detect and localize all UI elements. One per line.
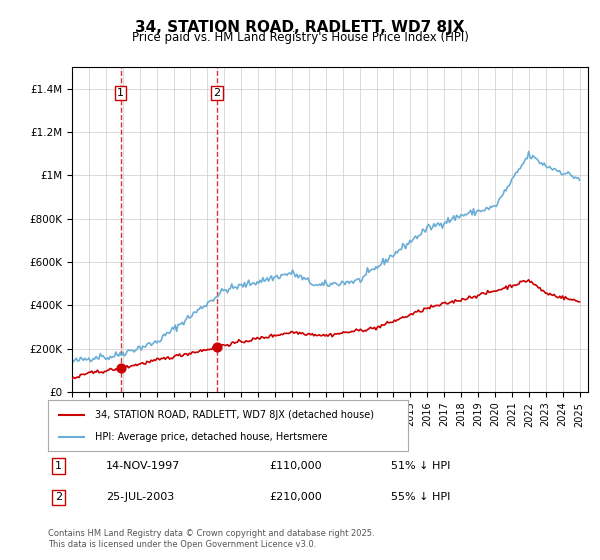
Point (116, 363, 125, 372)
Text: 2: 2 (213, 88, 220, 98)
Text: £210,000: £210,000 (270, 492, 323, 502)
Text: 25-JUL-2003: 25-JUL-2003 (106, 492, 175, 502)
Point (212, 342, 221, 351)
Text: 51% ↓ HPI: 51% ↓ HPI (391, 461, 451, 471)
Text: HPI: Average price, detached house, Hertsmere: HPI: Average price, detached house, Hert… (95, 432, 328, 442)
Text: Contains HM Land Registry data © Crown copyright and database right 2025.
This d: Contains HM Land Registry data © Crown c… (48, 529, 374, 549)
Text: 1: 1 (117, 88, 124, 98)
Text: 34, STATION ROAD, RADLETT, WD7 8JX (detached house): 34, STATION ROAD, RADLETT, WD7 8JX (deta… (95, 409, 374, 419)
Text: 34, STATION ROAD, RADLETT, WD7 8JX: 34, STATION ROAD, RADLETT, WD7 8JX (135, 20, 465, 35)
Text: 14-NOV-1997: 14-NOV-1997 (106, 461, 181, 471)
Text: 2: 2 (55, 492, 62, 502)
Text: 1: 1 (55, 461, 62, 471)
Text: Price paid vs. HM Land Registry's House Price Index (HPI): Price paid vs. HM Land Registry's House … (131, 31, 469, 44)
Text: £110,000: £110,000 (270, 461, 322, 471)
Text: 55% ↓ HPI: 55% ↓ HPI (391, 492, 451, 502)
